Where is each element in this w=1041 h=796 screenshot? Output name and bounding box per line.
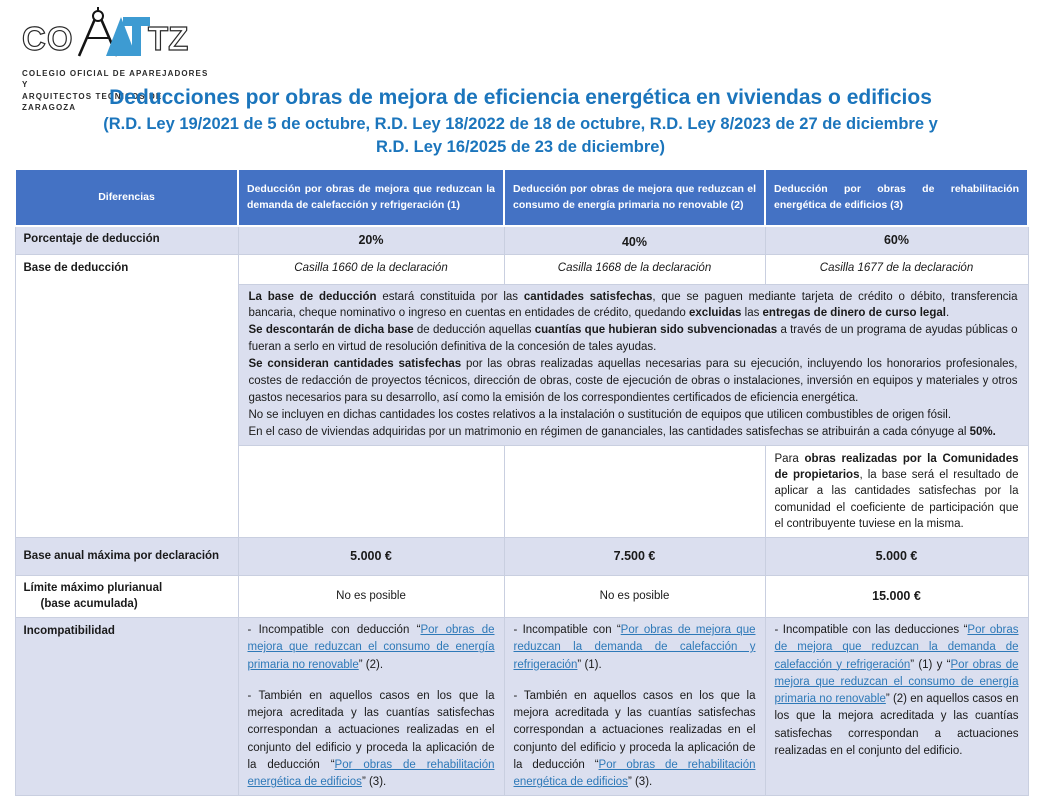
label-incompatibilidad: Incompatibilidad [14, 617, 239, 796]
text-run: Para [774, 452, 805, 465]
table-header-row: Diferencias Deducción por obras de mejor… [14, 168, 1029, 227]
text-run: . [945, 307, 950, 320]
header-rehabilitacion-edificios: Deducción por obras de rehabilitación en… [764, 168, 1029, 227]
base-anual-value-3: 5.000 € [764, 537, 1029, 577]
empty-cell-2 [503, 444, 766, 539]
text-run: ” (1) y “ [910, 658, 951, 671]
text-run: ” (2). [358, 658, 384, 671]
row-porcentaje: Porcentaje de deducción 20% 40% 60% [14, 225, 1029, 255]
incompatibilidad-text-1: - Incompatible con deducción “Por obras … [248, 622, 495, 791]
limite-value-3: 15.000 € [764, 575, 1029, 619]
text-run: ” (3). [627, 776, 653, 789]
row-base-deduccion: Base de deducción Casilla 1660 de la dec… [14, 253, 1029, 539]
logo-blue-at [106, 17, 150, 56]
limite-value-1: No es posible [237, 575, 505, 619]
text-run: , que se paguen mediante tarjeta de créd… [248, 290, 1018, 320]
text-run: entregas de dinero de curso legal [762, 307, 946, 320]
text-run: Se consideran cantidades satisfechas [248, 358, 462, 371]
row-limite-plurianual: Límite máximo plurianual (base acumulada… [14, 575, 1029, 619]
text-run: cuantías que hubieran sido subvencionada… [534, 324, 778, 337]
text-run: cantidades satisfechas [523, 290, 653, 303]
text-run: por las obras realizadas aquellas necesa… [248, 358, 1018, 404]
logo-caption-line1: COLEGIO OFICIAL DE APAREJADORES Y [22, 69, 209, 89]
coaatz-logo-mark: CO TZ [21, 7, 189, 58]
text-run: ” (1). [577, 658, 602, 671]
text-run: En el caso de viviendas adquiridas por u… [248, 425, 970, 438]
text-run: obras realizadas por la Comunidades de p… [774, 452, 1019, 481]
logo-caption-line2: ARQUITECTOS TECNICOS DE ZARAGOZA [22, 92, 163, 112]
label-base-deduccion: Base de deducción [14, 253, 239, 539]
base-deduccion-info-text: La base de deducción estará constituida … [249, 289, 1018, 441]
text-run: estará constituida por las [376, 290, 524, 303]
text-run: - También en aquellos casos en los que l… [513, 689, 756, 771]
svg-text:CO: CO [22, 20, 74, 57]
limite-value-2: No es posible [503, 575, 766, 619]
incompatibilidad-cell-1: - Incompatible con deducción “Por obras … [237, 617, 505, 796]
deduction-link[interactable]: Por obras de mejora que reduzcan la dema… [774, 624, 1019, 671]
text-run: No se incluyen en dichas cantidades los … [248, 408, 952, 421]
porcentaje-value-3: 60% [764, 225, 1029, 255]
empty-cell-1 [237, 444, 505, 539]
limite-label-line1: Límite máximo plurianual [23, 582, 163, 595]
row-incompatibilidad: Incompatibilidad - Incompatible con dedu… [14, 617, 1029, 796]
label-base-anual-maxima: Base anual máxima por declaración [14, 537, 239, 577]
text-run: La base de deducción [248, 290, 377, 303]
row-comunidades: Para obras realizadas por la Comunidades… [15, 444, 1029, 539]
porcentaje-value-2: 40% [503, 225, 766, 255]
text-run: - Incompatible con las deducciones “ [774, 624, 968, 637]
deduction-link[interactable]: Por obras de mejora que reduzcan el cons… [774, 658, 1019, 706]
limite-label-line2: (base acumulada) [40, 597, 138, 610]
base-deduccion-info-cell: La base de deducción estará constituida … [237, 283, 1029, 446]
text-run: - Incompatible con deducción “ [247, 624, 421, 637]
text-run: las [741, 307, 763, 320]
comunidades-propietarios-cell: Para obras realizadas por la Comunidades… [764, 444, 1029, 539]
casilla-1677: Casilla 1677 de la declaración [764, 253, 1029, 285]
porcentaje-value-1: 20% [237, 225, 505, 255]
text-run: - Incompatible con “ [513, 624, 621, 637]
row-base-anual-maxima: Base anual máxima por declaración 5.000 … [14, 537, 1029, 577]
text-run: de deducción aquellas [413, 324, 535, 337]
casilla-1660: Casilla 1660 de la declaración [237, 253, 505, 285]
text-run: Se descontarán de dicha base [248, 324, 414, 337]
svg-text:TZ: TZ [148, 20, 188, 57]
row-base-info: La base de deducción estará constituida … [15, 283, 1029, 446]
text-run: excluidas [689, 307, 742, 320]
text-run: ” (3). [361, 776, 387, 789]
deduction-link[interactable]: Por obras de mejora que reduzcan la dema… [513, 624, 756, 671]
incompatibilidad-text-3: - Incompatible con las deducciones “Por … [775, 622, 1019, 760]
incompatibilidad-cell-3: - Incompatible con las deducciones “Por … [764, 617, 1029, 796]
text-run: 50%. [969, 425, 996, 438]
header-diferencias: Diferencias [14, 168, 239, 227]
text-run: , la base será el resultado de aplicar a… [774, 468, 1019, 530]
incompatibilidad-cell-2: - Incompatible con “Por obras de mejora … [503, 617, 766, 796]
text-run: - También en aquellos casos en los que l… [247, 689, 495, 771]
page-title: Deducciones por obras de mejora de efici… [109, 86, 932, 109]
incompatibilidad-text-2: - Incompatible con “Por obras de mejora … [514, 622, 756, 791]
text-run: a través de un programa de ayudas públic… [248, 324, 1018, 354]
deductions-table: Diferencias Deducción por obras de mejor… [14, 168, 1029, 796]
label-limite-plurianual: Límite máximo plurianual (base acumulada… [14, 575, 239, 619]
deduction-link[interactable]: Por obras de mejora que reduzcan el cons… [247, 624, 495, 671]
subtitle-line1: (R.D. Ley 19/2021 de 5 de octubre, R.D. … [103, 115, 938, 133]
header-deduccion-calefaccion: Deducción por obras de mejora que reduzc… [237, 168, 505, 227]
casilla-1668: Casilla 1668 de la declaración [503, 253, 766, 285]
header-deduccion-energia-primaria: Deducción por obras de mejora que reduzc… [503, 168, 766, 227]
subtitle-line2: R.D. Ley 16/2025 de 23 de diciembre) [376, 138, 665, 156]
comunidades-propietarios-text: Para obras realizadas por la Comunidades… [775, 451, 1019, 533]
label-porcentaje-deduccion: Porcentaje de deducción [14, 225, 239, 255]
text-run: ” (2) en aquellos casos en los que la me… [774, 693, 1019, 757]
page-subtitle: (R.D. Ley 19/2021 de 5 de octubre, R.D. … [0, 113, 1041, 159]
coaatz-logo: CO TZ COLEGIO OFICIAL DE APAREJADORES Y … [21, 4, 212, 113]
base-anual-value-2: 7.500 € [503, 537, 766, 577]
base-anual-value-1: 5.000 € [237, 537, 505, 577]
